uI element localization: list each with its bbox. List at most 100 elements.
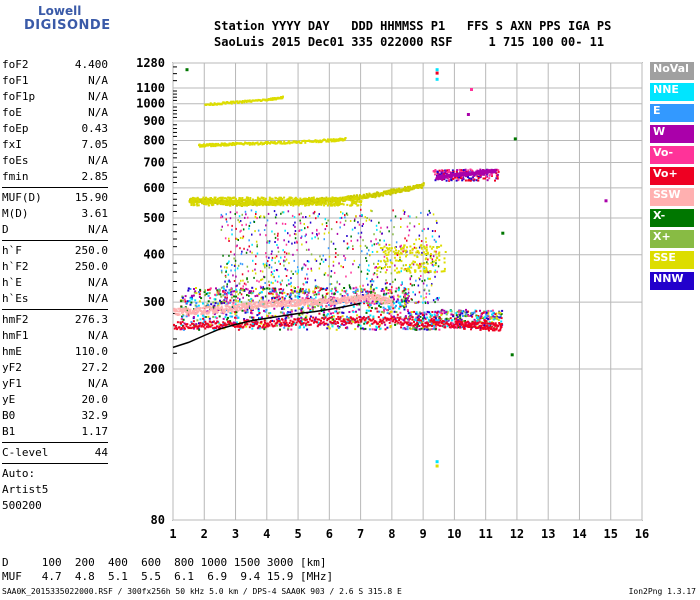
echo-point: [293, 302, 296, 305]
echo-point: [220, 286, 223, 289]
param-name: h`F2: [2, 260, 29, 273]
echo-point: [197, 327, 200, 330]
echo-point: [291, 141, 294, 144]
echo-point: [270, 271, 273, 274]
autoscale-text: Artist5: [2, 483, 49, 496]
echo-point: [427, 301, 429, 304]
echo-point: [185, 311, 188, 314]
echo-point: [482, 177, 485, 180]
echo-point: [184, 309, 187, 311]
echo-point: [413, 284, 415, 287]
y-tick-label: 500: [143, 211, 165, 225]
echo-point: [218, 323, 221, 325]
echo-point: [240, 288, 243, 291]
echo-point: [279, 328, 281, 331]
echo-point: [466, 176, 469, 179]
echo-point: [239, 327, 242, 330]
echo-point: [418, 291, 421, 294]
echo-point: [235, 295, 238, 298]
echo-point: [345, 212, 348, 215]
echo-point: [188, 308, 191, 311]
echo-point: [363, 322, 366, 325]
echo-point: [436, 175, 439, 178]
echo-point: [429, 211, 431, 214]
echo-point: [333, 315, 335, 318]
echo-point: [280, 256, 282, 259]
echo-point: [220, 301, 223, 303]
echo-point: [425, 237, 427, 240]
echo-point: [221, 271, 223, 274]
echo-point: [403, 308, 406, 311]
echo-point: [395, 304, 397, 307]
echo-point: [362, 223, 364, 225]
echo-point: [239, 300, 241, 303]
echo-point: [236, 203, 239, 206]
echo-point: [192, 316, 195, 318]
echo-point: [380, 313, 382, 316]
echo-point: [251, 307, 254, 309]
echo-point: [179, 328, 182, 331]
echo-point: [241, 250, 243, 253]
echo-point: [256, 141, 259, 144]
echo-point: [479, 175, 482, 178]
logo-line1: Lowell: [38, 4, 82, 18]
echo-point: [221, 215, 224, 218]
echo-point: [292, 253, 294, 256]
echo-point: [236, 305, 239, 308]
echo-point: [219, 199, 222, 202]
param-value: 3.61: [81, 207, 109, 220]
echo-point: [180, 318, 183, 321]
echo-point: [259, 233, 261, 236]
echo-point: [383, 310, 386, 313]
echo-point: [294, 230, 297, 232]
echo-point: [283, 264, 285, 267]
echo-point: [351, 299, 354, 302]
echo-point: [252, 299, 254, 302]
echo-point: [213, 328, 216, 331]
echo-point: [315, 287, 318, 290]
x-tick-label: 8: [388, 527, 395, 541]
echo-point: [292, 224, 295, 227]
echo-point: [330, 138, 333, 141]
y-tick-label: 900: [143, 114, 165, 128]
echo-point: [316, 234, 318, 237]
echo-point: [397, 295, 400, 298]
echo-point: [305, 288, 307, 291]
echo-point: [456, 316, 459, 319]
echo-point: [338, 307, 341, 310]
echo-point: [277, 246, 279, 249]
echo-point: [224, 274, 227, 277]
echo-point: [379, 271, 382, 273]
echo-point: [214, 316, 217, 319]
echo-point: [228, 260, 230, 263]
echo-point: [180, 311, 183, 314]
echo-point: [372, 290, 375, 293]
echo-point: [222, 143, 225, 146]
echo-point: [235, 308, 238, 310]
echo-point: [452, 171, 455, 174]
echo-point: [501, 309, 504, 312]
echo-point: [375, 195, 378, 197]
echo-point: [206, 143, 209, 146]
echo-point: [382, 316, 385, 319]
echo-point: [415, 186, 418, 189]
echo-point: [268, 264, 271, 267]
echo-point: [411, 316, 414, 319]
echo-point: [357, 295, 360, 298]
echo-point: [426, 244, 428, 247]
echo-point: [185, 313, 188, 316]
echo-point: [339, 226, 341, 229]
echo-point: [470, 312, 472, 315]
echo-point: [300, 212, 302, 215]
echo-point: [271, 250, 273, 253]
echo-point: [231, 308, 234, 311]
echo-point: [259, 285, 262, 288]
param-value: 1.17: [81, 425, 109, 438]
echo-point: [287, 279, 290, 282]
y-tick-label: 1000: [136, 97, 165, 111]
echo-point: [352, 320, 355, 323]
echo-point: [290, 277, 292, 280]
echo-point: [237, 297, 239, 300]
echo-point: [251, 291, 254, 294]
x-tick-label: 4: [263, 527, 270, 541]
